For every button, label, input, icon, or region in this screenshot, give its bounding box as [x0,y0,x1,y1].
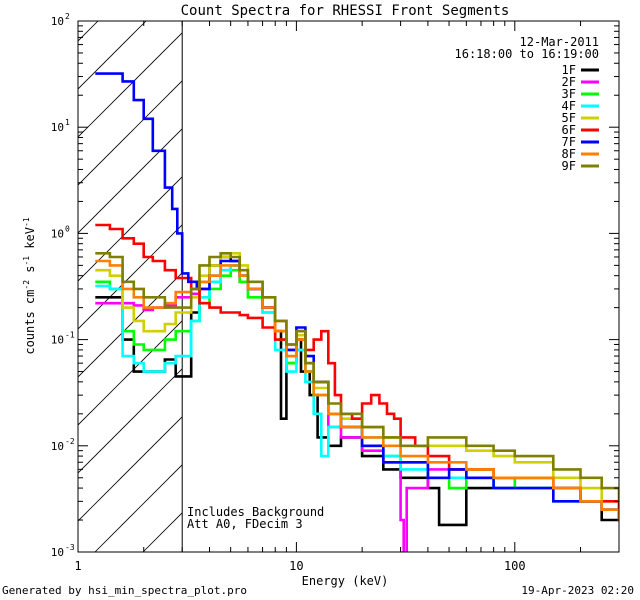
hatch-line [335,21,640,552]
legend-label: 5F [562,111,576,125]
date-label: 12-Mar-2011 [520,35,599,49]
hatch-line [479,21,640,552]
x-tick-label: 10 [289,559,303,573]
y-axis-label-exp: -1 [22,217,31,227]
time-range-label: 16:18:00 to 16:19:00 [455,47,600,61]
hatch-line [78,224,183,330]
y-tick-exponent: -1 [65,331,75,340]
y-tick-exponent: 1 [65,118,70,127]
series-layer [95,72,619,552]
hatch-line [383,21,640,552]
y-tick-label: 10 [51,546,64,559]
y-axis-label: counts cm-2 s-1 keV-1 [22,217,37,354]
hatched-background-region [78,21,640,552]
y-tick-exponent: 2 [65,12,70,21]
hatch-line [78,21,99,42]
hatch-line [287,21,640,552]
hatch-line [78,320,183,426]
y-axis-label-part: counts cm [23,290,37,355]
legend-label: 6F [562,123,576,137]
y-tick-label: 10 [51,227,64,240]
y-tick-label: 10 [51,121,64,134]
legend-label: 1F [562,63,576,77]
y-tick-label: 10 [51,334,64,347]
legend-label: 9F [562,159,576,173]
plot-frame [77,20,620,553]
legend-label: 8F [562,147,576,161]
y-axis-label-part: s [23,266,37,280]
hatch-line [78,80,183,186]
y-tick-label: 10 [51,15,64,28]
y-axis-label-exp: -1 [22,256,31,266]
hatch-line [78,368,183,474]
y-tick-exponent: 0 [65,224,70,233]
hatch-line [431,21,640,552]
hatch-line [78,32,183,138]
series-line-8F [95,259,619,522]
hatch-line [78,272,183,378]
y-tick-exponent: -2 [65,437,75,446]
series-line-9F [95,252,619,503]
hatch-line [78,416,183,522]
series-line-2F [95,264,619,552]
y-tick-label: 10 [51,440,64,453]
chart-title: Count Spectra for RHESSI Front Segments [181,3,510,19]
legend-label: 3F [562,87,576,101]
y-axis-label-part: keV [23,227,37,256]
x-tick-label: 1 [74,559,81,573]
legend-label: 7F [562,135,576,149]
timestamp-label: 19-Apr-2023 02:20 [521,584,634,597]
y-axis-label-exp: -2 [22,280,31,290]
legend-label: 2F [562,75,576,89]
series-line-6F [95,223,619,522]
hatch-line [527,21,640,552]
generated-by-label: Generated by hsi_min_spectra_plot.pro [2,584,248,597]
legend-label: 4F [562,99,576,113]
x-axis-label: Energy (keV) [302,574,389,588]
hatch-line [94,464,183,552]
x-tick-label: 100 [504,559,526,573]
y-tick-exponent: -3 [65,543,75,552]
annotation-attenuator: Att A0, FDecim 3 [187,517,303,531]
annotation-background: Includes Background [187,505,324,519]
hatch-line [575,21,640,552]
